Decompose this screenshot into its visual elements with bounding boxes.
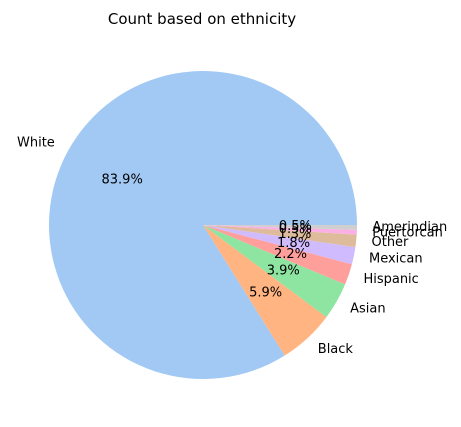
slice-percent-amerindian: 0.5% xyxy=(279,219,312,234)
slice-label-amerindian: Amerindian xyxy=(372,220,447,235)
slice-label-asian: Asian xyxy=(350,301,385,316)
slice-label-white: White xyxy=(17,135,55,150)
slice-label-hispanic: Hispanic xyxy=(363,272,418,287)
slice-percent-white: 83.9% xyxy=(102,173,143,188)
chart-title: Count based on ethnicity xyxy=(108,10,296,28)
slice-percent-asian: 3.9% xyxy=(267,263,300,278)
slice-label-mexican: Mexican xyxy=(369,251,423,266)
slice-percent-black: 5.9% xyxy=(249,285,282,300)
slice-label-black: Black xyxy=(318,342,354,357)
